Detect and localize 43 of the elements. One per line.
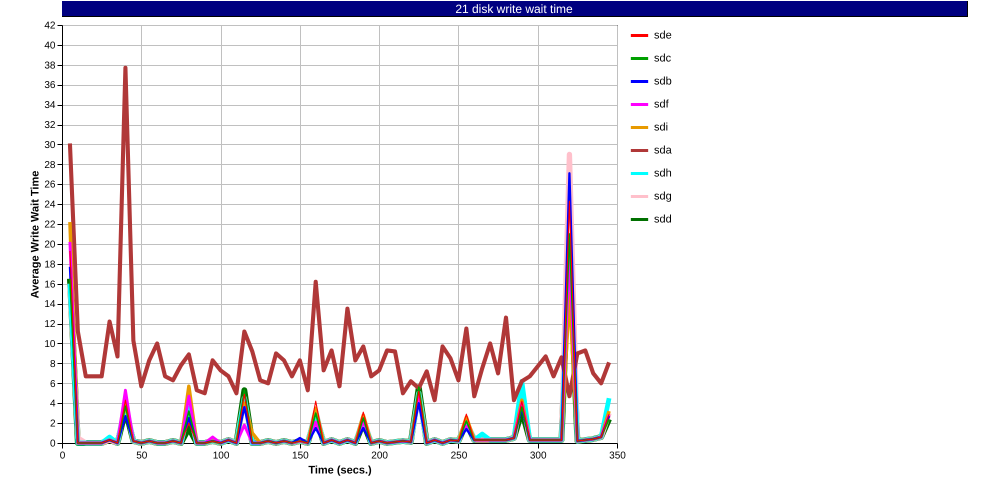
y-tick-label: 2 xyxy=(50,418,56,430)
y-tick-label: 34 xyxy=(44,100,56,112)
x-tick-label: 250 xyxy=(450,450,468,462)
y-tick-label: 12 xyxy=(44,319,56,330)
y-axis-title: Average Write Wait Time xyxy=(29,170,42,298)
x-tick-label: 0 xyxy=(60,450,66,462)
y-tick-label: 16 xyxy=(44,279,56,290)
legend-label: sdf xyxy=(654,98,670,110)
legend-label: sdc xyxy=(654,52,672,64)
x-axis-title: Time (secs.) xyxy=(308,464,372,476)
y-tick-label: 10 xyxy=(44,338,56,350)
x-tick-label: 50 xyxy=(136,450,148,462)
y-tick-label: 26 xyxy=(44,180,56,191)
y-tick-label: 20 xyxy=(44,239,56,250)
chart-title: 21 disk write wait time xyxy=(455,2,574,16)
x-tick-label: 350 xyxy=(609,450,626,462)
y-tick-label: 0 xyxy=(50,438,56,450)
x-tick-label: 100 xyxy=(212,450,230,462)
y-tick-label: 6 xyxy=(50,378,56,390)
y-tick-label: 14 xyxy=(44,299,56,310)
y-tick-label: 38 xyxy=(44,60,56,72)
legend-label: sdi xyxy=(654,122,668,134)
legend-label: sdh xyxy=(654,168,672,180)
y-tick-label: 22 xyxy=(44,220,56,231)
y-tick-label: 40 xyxy=(44,40,56,52)
legend-label: sdg xyxy=(654,190,672,202)
y-tick-label: 18 xyxy=(44,259,56,270)
legend-label: sdb xyxy=(654,76,672,88)
y-tick-label: 24 xyxy=(44,200,56,211)
y-tick-label: 28 xyxy=(44,160,56,171)
y-tick-label: 4 xyxy=(50,398,56,410)
y-tick-label: 42 xyxy=(44,20,56,32)
y-tick-label: 32 xyxy=(44,120,56,132)
y-tick-label: 36 xyxy=(44,80,56,92)
y-tick-label: 8 xyxy=(50,358,56,370)
legend-label: sdd xyxy=(654,214,672,226)
legend-label: sda xyxy=(654,144,673,156)
line-series xyxy=(68,66,612,402)
x-tick-label: 150 xyxy=(292,450,310,462)
legend-label: sde xyxy=(654,30,672,42)
y-tick-label: 30 xyxy=(44,140,56,151)
x-tick-label: 300 xyxy=(530,450,547,462)
x-tick-label: 200 xyxy=(371,450,388,462)
